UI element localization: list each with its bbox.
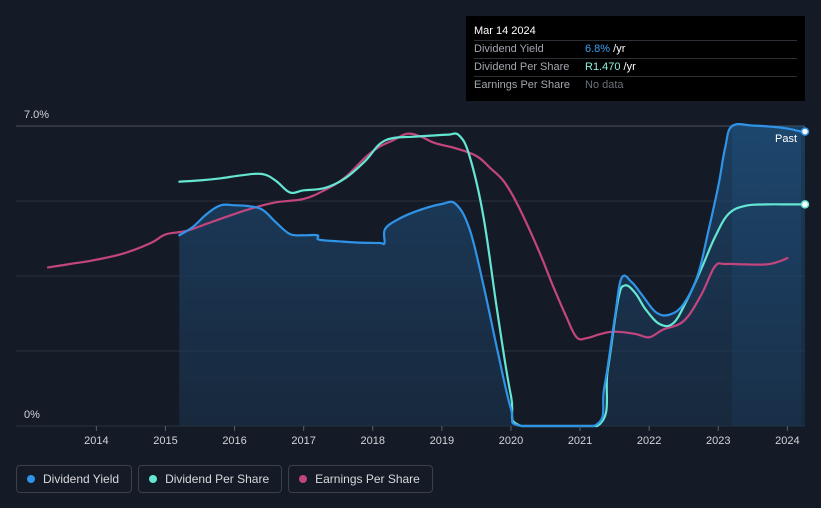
x-tick-label: 2019 xyxy=(430,435,454,447)
series-markers xyxy=(800,127,810,209)
dividend-yield-line xyxy=(178,123,803,428)
tooltip-row-earnings-per-share: Earnings Per Share No data xyxy=(474,77,797,94)
x-tick-label: 2015 xyxy=(153,435,177,447)
tooltip-date: Mar 14 2024 xyxy=(474,23,797,41)
tooltip-label: Earnings Per Share xyxy=(474,79,570,91)
legend-dot xyxy=(299,475,308,483)
legend-item-earnings-per-share[interactable]: Earnings Per Share xyxy=(288,465,433,493)
x-tick-label: 2024 xyxy=(775,435,799,447)
tooltip-label: Dividend Per Share xyxy=(474,61,570,73)
x-axis: 2014 2015 2016 2017 2018 2019 2020 2021 2022 2023… xyxy=(84,426,800,447)
tooltip: Mar 14 2024 Dividend Yield 6.8% /yr Divi… xyxy=(466,16,805,101)
series-lines xyxy=(46,123,803,428)
x-tick-label: 2020 xyxy=(499,435,523,447)
tooltip-value: R1.470 xyxy=(585,61,621,73)
tooltip-value: No data xyxy=(585,79,624,91)
legend-label: Earnings Per Share xyxy=(315,472,420,486)
tooltip-row-dividend-yield: Dividend Yield 6.8% /yr xyxy=(474,41,797,59)
x-tick-label: 2018 xyxy=(361,435,385,447)
x-tick-label: 2017 xyxy=(291,435,315,447)
tooltip-unit: /yr xyxy=(620,61,636,73)
y-tick-label-top: 7.0% xyxy=(24,109,49,121)
legend-item-dividend-yield[interactable]: Dividend Yield xyxy=(16,465,133,493)
series-end-marker xyxy=(800,127,810,136)
dividend-yield-area xyxy=(179,124,802,427)
y-tick-label-bottom: 0% xyxy=(24,409,40,421)
series-end-marker xyxy=(800,200,810,209)
x-tick-label: 2016 xyxy=(222,435,246,447)
legend-dot xyxy=(149,475,158,483)
tooltip-value: 6.8% xyxy=(585,43,611,55)
x-tick-label: 2014 xyxy=(84,435,108,447)
past-label: Past xyxy=(775,133,797,145)
legend-label: Dividend Yield xyxy=(43,472,120,486)
tooltip-label: Dividend Yield xyxy=(474,43,544,55)
tooltip-unit: /yr xyxy=(610,43,626,55)
legend-dot xyxy=(27,475,35,483)
x-tick-label: 2021 xyxy=(568,435,592,447)
legend-label: Dividend Per Share xyxy=(165,472,270,486)
earnings-per-share-line xyxy=(46,132,789,341)
x-tick-label: 2022 xyxy=(637,435,661,447)
legend: Dividend Yield Dividend Per Share Earnin… xyxy=(16,465,433,493)
legend-item-dividend-per-share[interactable]: Dividend Per Share xyxy=(138,465,283,493)
x-tick-label: 2023 xyxy=(706,435,730,447)
tooltip-row-dividend-per-share: Dividend Per Share R1.470 /yr xyxy=(474,59,797,77)
